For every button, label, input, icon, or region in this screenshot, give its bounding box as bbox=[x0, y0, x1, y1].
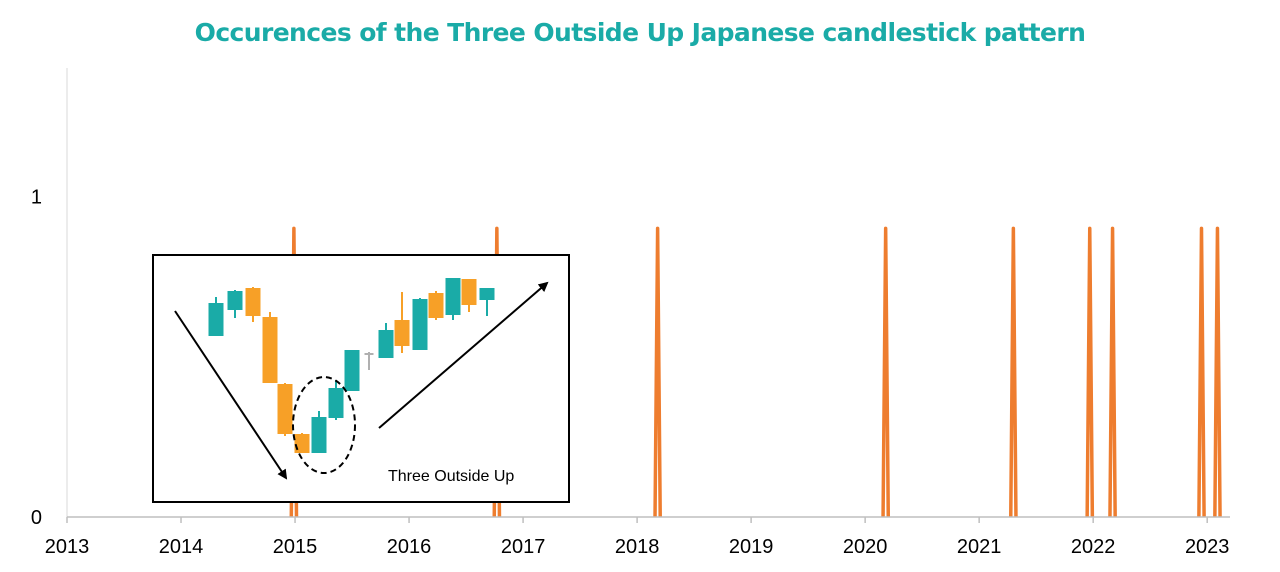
x-tick-label: 2023 bbox=[1185, 536, 1230, 558]
candlestick bbox=[227, 290, 243, 318]
pattern-highlight-ellipse bbox=[292, 376, 356, 474]
candlestick bbox=[479, 288, 495, 316]
x-tick-label: 2014 bbox=[159, 536, 204, 558]
x-tick-label: 2022 bbox=[1071, 536, 1116, 558]
x-axis-ticks: 2013 2014 2015 2016 2017 2018 2019 2020 2021 2022… bbox=[45, 517, 1230, 558]
candlestick bbox=[277, 383, 293, 436]
candlestick bbox=[294, 433, 310, 453]
x-tick-label: 2021 bbox=[957, 536, 1002, 558]
candlestick bbox=[461, 279, 477, 312]
occurrence-spike bbox=[1108, 226, 1117, 518]
occurrence-spike bbox=[1085, 226, 1095, 518]
inset-frame bbox=[152, 254, 570, 503]
candlestick bbox=[412, 298, 428, 350]
occurrence-spike bbox=[1213, 226, 1222, 518]
candlestick bbox=[428, 291, 444, 320]
candlestick bbox=[364, 352, 374, 370]
candlestick bbox=[394, 292, 410, 353]
occurrence-spike bbox=[881, 226, 891, 518]
occurrence-spike bbox=[653, 226, 662, 518]
occurrence-spike bbox=[1197, 226, 1206, 518]
candlestick bbox=[328, 380, 344, 420]
downtrend-arrow bbox=[174, 310, 288, 480]
y-tick-label: 1 bbox=[31, 186, 42, 208]
candlestick bbox=[262, 312, 278, 383]
y-axis-ticks: 01 bbox=[31, 186, 42, 529]
inset-pattern-label: Three Outside Up bbox=[388, 468, 514, 485]
candlestick bbox=[208, 297, 224, 336]
x-tick-label: 2017 bbox=[501, 536, 546, 558]
y-tick-label: 0 bbox=[31, 507, 42, 529]
pattern-illustration-inset: Three Outside Up bbox=[152, 254, 570, 503]
candlestick bbox=[245, 287, 261, 322]
candlestick bbox=[344, 350, 360, 391]
candlestick bbox=[311, 411, 327, 453]
candlestick bbox=[445, 278, 461, 320]
x-tick-label: 2013 bbox=[45, 536, 90, 558]
inset-candles bbox=[208, 278, 495, 453]
x-tick-label: 2019 bbox=[729, 536, 774, 558]
x-tick-label: 2018 bbox=[615, 536, 660, 558]
x-tick-label: 2015 bbox=[273, 536, 318, 558]
x-tick-label: 2020 bbox=[843, 536, 888, 558]
uptrend-arrow bbox=[378, 281, 549, 429]
chart-title: Occurences of the Three Outside Up Japan… bbox=[194, 18, 1086, 47]
candlestick bbox=[378, 323, 394, 358]
x-tick-label: 2016 bbox=[387, 536, 432, 558]
occurrence-spike bbox=[1009, 226, 1018, 518]
